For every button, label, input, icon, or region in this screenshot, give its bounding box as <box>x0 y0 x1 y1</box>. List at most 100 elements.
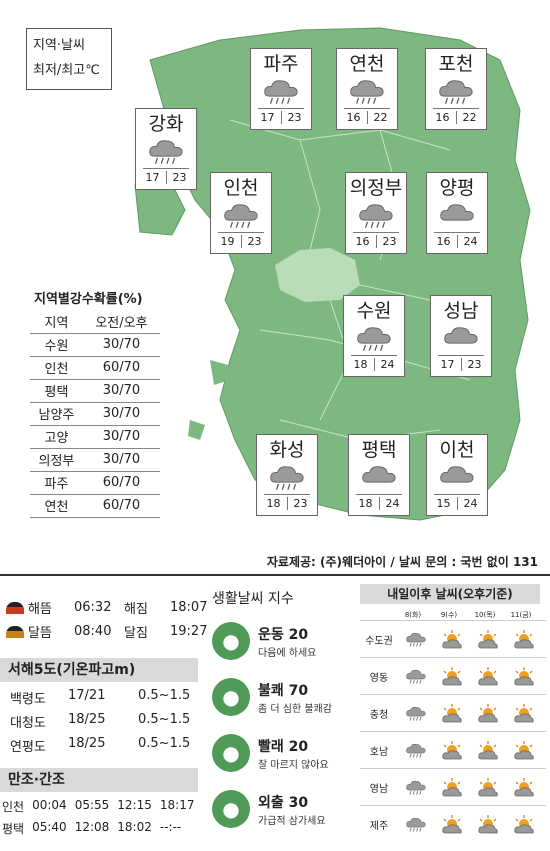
tide-row: 평택 05:40 12:08 18:02 --:-- <box>2 820 181 837</box>
life-index-title: 생활날씨 지수 <box>212 591 294 607</box>
city-card: 양평 16 24 <box>426 172 488 254</box>
sun-cloud-icon <box>434 703 470 724</box>
exercise-icon: ● <box>212 622 250 660</box>
tide-cell: 인천 <box>2 800 25 814</box>
waves-title: 서해5도(기온파고m) <box>0 658 198 682</box>
rise-time: 06:32 <box>74 600 112 615</box>
probability-value: 30/70 <box>82 333 160 357</box>
city-min-temp: 17 <box>440 358 455 371</box>
wave-cell: 연평도 <box>10 740 46 755</box>
sun-cloud-icon <box>470 740 506 761</box>
table-row: 평택 30/70 <box>30 379 160 403</box>
forecast-row: 충청 <box>360 694 546 732</box>
city-max-temp: 22 <box>462 111 477 124</box>
tide-cell: 12:08 <box>74 820 110 834</box>
city-min-temp: 17 <box>260 111 275 124</box>
forecast-days: 8(화) 9(수) 10(목) 11(금) <box>395 610 545 620</box>
map-seoul <box>275 248 360 302</box>
rain-cloud-icon <box>398 816 434 833</box>
set-label: 해짐 <box>124 602 148 617</box>
city-name: 의정부 <box>349 177 403 199</box>
rain-cloud-icon <box>398 631 434 648</box>
probability-table: 지역 오전/오후 수원 30/70 인천 60/70 평택 30/70 남양주 30/70 고양 30… <box>30 310 160 518</box>
rise-time: 08:40 <box>74 624 112 639</box>
sun-cloud-icon <box>506 666 542 687</box>
city-name: 수원 <box>356 300 392 322</box>
forecast-row: 호남 <box>360 731 546 769</box>
city-card: 평택 18 24 <box>348 434 410 516</box>
discomfort-icon: ● <box>212 678 250 716</box>
probability-value: 60/70 <box>82 356 160 380</box>
region-name: 고양 <box>30 425 83 449</box>
city-min-temp: 16 <box>436 235 451 248</box>
region-name: 수원 <box>30 333 83 357</box>
probability-value: 30/70 <box>82 379 160 403</box>
life-index-name: 외출 30 <box>258 794 309 811</box>
forecast-row: 영남 <box>360 768 546 806</box>
city-name: 화성 <box>269 439 305 461</box>
wave-cell: 대청도 <box>10 716 46 731</box>
cloud-icon <box>427 200 487 232</box>
tide-cell: --:-- <box>159 820 182 834</box>
probability-title: 지역별강수확률(%) <box>34 292 143 307</box>
cloud-icon <box>349 462 409 494</box>
city-card: 수원 18 24 <box>343 295 405 377</box>
life-index-desc: 좀 더 심한 불쾌감 <box>258 703 332 715</box>
probability-value: 30/70 <box>82 425 160 449</box>
rise-label: 해뜸 <box>28 602 52 617</box>
city-card: 의정부 16 23 <box>345 172 407 254</box>
forecast-region: 호남 <box>369 747 389 758</box>
table-row: 파주 60/70 <box>30 471 160 495</box>
region-name: 남양주 <box>30 402 83 426</box>
tide-title: 만조·간조 <box>0 768 198 792</box>
forecast-day: 11(금) <box>510 611 532 619</box>
table-row: 인천 60/70 <box>30 356 160 380</box>
rain-cloud-icon <box>398 742 434 759</box>
rain-cloud-icon <box>251 76 311 108</box>
sun-cloud-icon <box>434 740 470 761</box>
city-min-temp: 16 <box>355 235 370 248</box>
life-index-name: 빨래 20 <box>258 738 309 755</box>
set-label: 달짐 <box>124 626 148 641</box>
table-row: 연천 60/70 <box>30 494 160 518</box>
city-min-temp: 15 <box>436 497 451 510</box>
sun-cloud-icon <box>506 814 542 835</box>
city-name: 파주 <box>263 53 299 75</box>
life-index-item: ● 불쾌 70 좀 더 심한 불쾌감 <box>212 672 332 722</box>
city-max-temp: 23 <box>247 235 262 248</box>
tide-cell: 18:02 <box>117 820 152 834</box>
city-max-temp: 24 <box>380 358 395 371</box>
life-index-name: 운동 20 <box>258 626 309 643</box>
region-name: 의정부 <box>30 448 83 472</box>
sun-cloud-icon <box>470 629 506 650</box>
wave-cell: 0.5~1.5 <box>138 736 191 751</box>
sun-cloud-icon <box>506 629 542 650</box>
table-row: 수원 30/70 <box>30 333 160 357</box>
probability-header-row: 지역 오전/오후 <box>30 310 160 334</box>
cloud-icon <box>427 462 487 494</box>
city-max-temp: 23 <box>287 111 302 124</box>
city-name: 양평 <box>439 177 475 199</box>
forecast-region: 영동 <box>369 673 389 684</box>
sun-cloud-icon <box>434 629 470 650</box>
set-time: 18:07 <box>170 600 208 615</box>
data-source: 자료제공: (주)웨더아이 / 날씨 문의 : 국번 없이 131 <box>266 555 538 569</box>
city-min-temp: 18 <box>358 497 373 510</box>
rain-cloud-icon <box>398 705 434 722</box>
tide-row: 인천 00:04 05:55 12:15 18:17 <box>2 798 194 815</box>
city-min-temp: 18 <box>353 358 368 371</box>
set-time: 19:27 <box>170 624 208 639</box>
cloud-icon <box>431 323 491 355</box>
rise-label: 달뜸 <box>28 626 52 641</box>
city-card: 이천 15 24 <box>426 434 488 516</box>
map-islands <box>188 360 230 440</box>
city-name: 연천 <box>349 53 385 75</box>
map-legend: 지역·날씨 최저/최고℃ <box>26 28 112 90</box>
wave-cell: 18/25 <box>68 736 106 751</box>
probability-header: 지역 <box>30 310 83 334</box>
forecast-region: 충청 <box>369 710 389 721</box>
legend-line-2: 최저/최고℃ <box>33 63 100 78</box>
city-min-temp: 17 <box>145 171 160 184</box>
city-card: 인천 19 23 <box>210 172 272 254</box>
city-max-temp: 23 <box>172 171 187 184</box>
